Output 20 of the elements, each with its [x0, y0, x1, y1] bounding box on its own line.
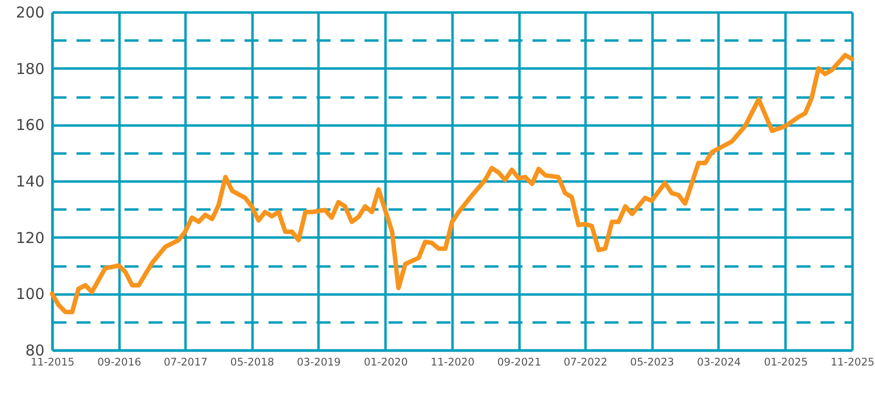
x-tick-label: 11-2025 — [830, 356, 874, 368]
y-tick-label: 80 — [25, 342, 44, 360]
x-tick-label: 09-2021 — [497, 356, 542, 368]
y-tick-label: 200 — [16, 4, 44, 22]
x-tick-label: 01-2025 — [764, 356, 808, 368]
x-tick-label: 07-2022 — [564, 356, 608, 368]
x-tick-label: 03-2024 — [696, 356, 742, 368]
y-tick-label: 100 — [16, 285, 44, 304]
x-tick-label: 05-2018 — [230, 356, 274, 368]
x-tick-label: 11-2015 — [30, 356, 74, 368]
x-tick-label: 05-2023 — [630, 356, 674, 368]
y-tick-label: 120 — [16, 228, 44, 247]
x-tick-label: 11-2020 — [430, 356, 475, 368]
x-tick-label: 07-2017 — [164, 356, 208, 368]
x-tick-label: 03-2019 — [296, 356, 341, 368]
x-tick-label: 09-2016 — [97, 356, 142, 368]
y-tick-label: 140 — [16, 172, 44, 190]
y-tick-label: 160 — [16, 116, 44, 134]
x-tick-label: 01-2020 — [364, 356, 408, 368]
y-tick-label: 180 — [16, 60, 44, 78]
